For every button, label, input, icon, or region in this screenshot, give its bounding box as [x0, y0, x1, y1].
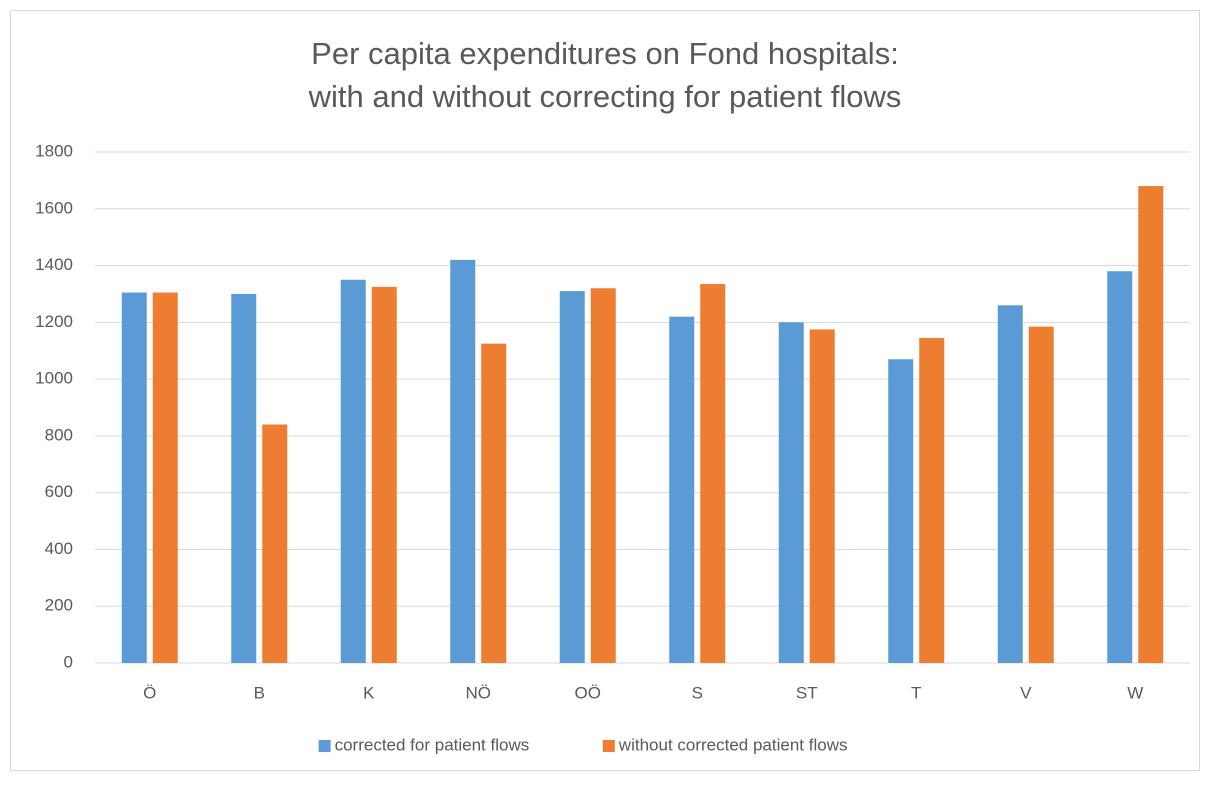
bar [1028, 326, 1054, 663]
x-tick-label: B [254, 683, 265, 702]
y-tick-label: 1600 [35, 198, 73, 217]
x-tick-label: NÖ [466, 683, 492, 702]
legend-label: corrected for patient flows [335, 735, 530, 754]
chart-title: with and without correcting for patient … [308, 79, 902, 114]
bar [559, 291, 585, 663]
y-tick-label: 800 [45, 425, 73, 444]
y-tick-label: 400 [45, 539, 73, 558]
x-tick-label: V [1020, 683, 1032, 702]
bar [121, 292, 147, 663]
y-tick-label: 1400 [35, 255, 73, 274]
bar [888, 359, 914, 663]
bar [481, 343, 507, 663]
legend-swatch [318, 740, 331, 752]
bar [590, 288, 616, 663]
x-tick-label: Ö [143, 683, 156, 702]
bar [262, 424, 288, 663]
bar [778, 322, 804, 663]
bar [997, 305, 1023, 663]
legend-label: without corrected patient flows [618, 735, 848, 754]
bar [700, 284, 726, 663]
bar [919, 337, 945, 663]
bar [371, 286, 397, 663]
bar [340, 279, 366, 663]
bar [450, 259, 476, 663]
bar [1138, 186, 1164, 664]
y-tick-label: 0 [64, 652, 73, 671]
y-tick-label: 600 [45, 482, 73, 501]
chart-title: Per capita expenditures on Fond hospital… [311, 36, 899, 71]
bar [152, 292, 178, 663]
bar [1107, 271, 1133, 663]
bar [231, 293, 257, 663]
legend-swatch [602, 740, 615, 752]
x-tick-label: K [363, 683, 375, 702]
x-tick-label: W [1127, 683, 1143, 702]
x-tick-label: ST [796, 683, 818, 702]
x-tick-label: OÖ [575, 683, 601, 702]
bar [669, 316, 695, 663]
x-tick-label: S [692, 683, 703, 702]
y-tick-label: 1800 [35, 141, 73, 160]
y-tick-label: 200 [45, 596, 73, 615]
y-tick-label: 1000 [35, 369, 73, 388]
y-tick-label: 1200 [35, 312, 73, 331]
x-tick-label: T [911, 683, 921, 702]
bar [809, 329, 835, 663]
